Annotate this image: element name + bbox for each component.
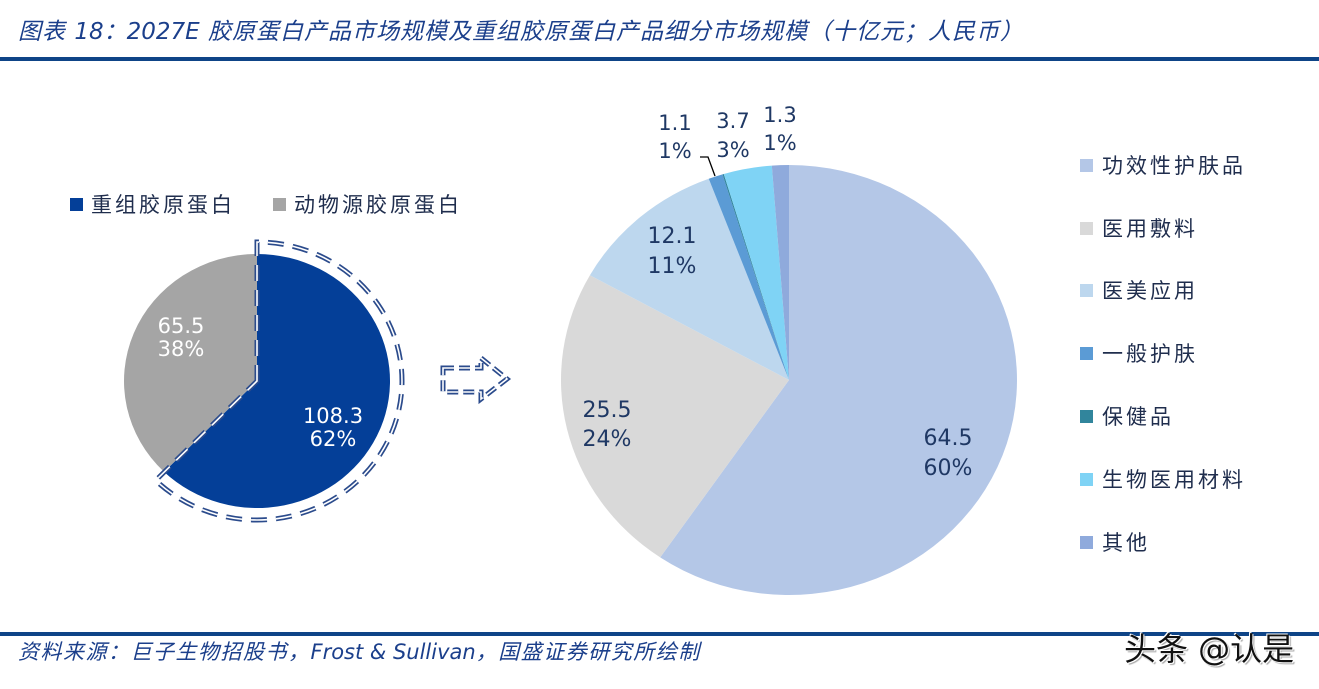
legend-swatch-icon [1080, 472, 1093, 486]
legend-item-general-skincare: 一般护肤 [1080, 339, 1198, 367]
pie-slice-medical-aesthetics [589, 178, 789, 380]
legend-swatch-icon [1080, 535, 1093, 549]
legend-swatch-icon [1080, 221, 1093, 235]
legend-label: 其他 [1102, 531, 1150, 555]
source-prefix: 资料来源：巨子生物招股书， [18, 640, 311, 664]
legend-item-medical-aesthetics: 医美应用 [1080, 276, 1198, 304]
arrow-right-icon [440, 352, 512, 405]
legend-item-medical-dressing: 医用敷料 [1080, 214, 1198, 242]
legend-label: 功效性护肤品 [1102, 154, 1246, 178]
data-label-percent: 1% [763, 131, 796, 155]
legend-label: 动物源胶原蛋白 [294, 193, 462, 217]
pie-slice-biomedical-materials [723, 165, 789, 380]
data-label-value: 64.5 [924, 426, 973, 451]
legend-label: 保健品 [1102, 405, 1174, 429]
data-label-percent: 11% [648, 254, 697, 279]
data-label-value: 3.7 [716, 109, 749, 133]
leader-line [700, 156, 716, 177]
legend-item-other: 其他 [1080, 528, 1150, 556]
pie-slice-recombinant [164, 253, 391, 509]
data-label-value: 1.3 [763, 103, 796, 127]
legend-swatch-icon [1080, 283, 1093, 297]
legend-label: 医美应用 [1102, 279, 1198, 303]
highlight-outline [152, 239, 405, 523]
legend-item-biomedical-materials: 生物医用材料 [1080, 465, 1246, 493]
legend-item-efficacy-skincare: 功效性护肤品 [1080, 151, 1246, 179]
pie-slice-health-products [722, 173, 789, 380]
legend-swatch-icon [1080, 158, 1093, 172]
pie-chart-recombinant-segments [560, 165, 1017, 595]
title-number: 18： [74, 19, 127, 45]
data-label-value: 12.1 [648, 224, 697, 249]
source-suffix: ，国盛证券研究所绘制 [475, 640, 701, 664]
pie-slice-general-skincare [708, 174, 789, 380]
data-label-percent: 24% [583, 427, 632, 452]
legend-item-animal-derived: 动物源胶原蛋白 [273, 190, 462, 218]
data-label-percent: 3% [716, 138, 749, 162]
pie-slice-animal-derived [124, 254, 257, 472]
figure-title: 图表 18：2027E 胶原蛋白产品市场规模及重组胶原蛋白产品细分市场规模（十亿… [18, 15, 1024, 49]
legend-item-health-products: 保健品 [1080, 402, 1174, 430]
legend-swatch-icon [273, 197, 286, 211]
pie-slice-other [771, 165, 789, 380]
legend-label: 医用敷料 [1102, 217, 1198, 241]
data-label-percent: 62% [310, 427, 357, 451]
legend-label: 重组胶原蛋白 [91, 193, 235, 217]
pie-slice-efficacy-skincare [660, 165, 1017, 595]
data-label-value: 108.3 [303, 404, 363, 428]
data-label-percent: 60% [924, 456, 973, 481]
title-prefix: 图表 [18, 19, 75, 45]
legend-label: 一般护肤 [1102, 342, 1198, 366]
data-label-value: 1.1 [658, 111, 691, 135]
data-label-value: 25.5 [583, 398, 632, 423]
source-note: 资料来源：巨子生物招股书，Frost & Sullivan，国盛证券研究所绘制 [18, 637, 701, 667]
source-latin: Frost & Sullivan [310, 640, 476, 664]
data-label-percent: 38% [158, 337, 205, 361]
title-year: 2027E [126, 19, 200, 45]
legend-swatch-icon [70, 197, 83, 211]
legend-swatch-icon [1080, 409, 1093, 423]
watermark: 头条 @认是 [1124, 630, 1295, 668]
pie-chart-collagen-market [124, 253, 391, 509]
data-label-value: 65.5 [158, 314, 205, 338]
data-label-percent: 1% [658, 139, 691, 163]
top-divider [0, 57, 1319, 61]
dashed-highlight-inner [154, 241, 403, 521]
legend-item-recombinant: 重组胶原蛋白 [70, 190, 235, 218]
bottom-divider [0, 632, 1319, 636]
legend-label: 生物医用材料 [1102, 468, 1246, 492]
pie-slice-medical-dressing [560, 275, 789, 558]
title-text: 胶原蛋白产品市场规模及重组胶原蛋白产品细分市场规模（十亿元；人民币） [199, 19, 1024, 45]
legend-swatch-icon [1080, 346, 1093, 360]
